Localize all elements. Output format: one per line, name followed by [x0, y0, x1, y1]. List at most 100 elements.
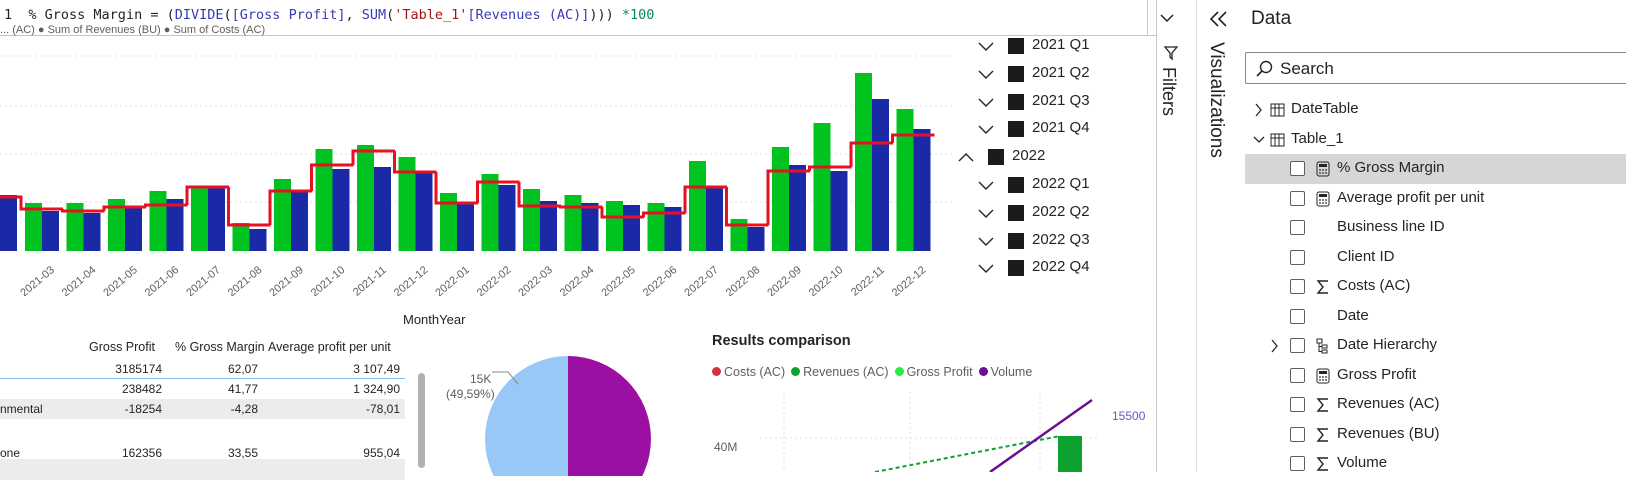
revenue-costs-combo-chart[interactable]: 2021-03 2021-04 2021-05 2021-06 2021-07 2021-…: [0, 36, 960, 296]
dax-formula[interactable]: 1 % Gross Margin = (DIVIDE([Gross Profit…: [4, 7, 655, 23]
field-checkbox[interactable]: [1290, 456, 1305, 471]
bar-revenues-ac[interactable]: [108, 199, 125, 251]
checkbox-filled[interactable]: [1008, 232, 1024, 249]
bar-revenues-bu[interactable]: [540, 201, 557, 251]
slicer-item[interactable]: 2021 Q1: [960, 36, 1120, 62]
double-chevron-left-icon[interactable]: [1207, 8, 1231, 30]
bar-revenues-ac[interactable]: [647, 203, 665, 251]
bar-revenues-bu[interactable]: [249, 229, 267, 251]
checkbox-filled[interactable]: [1008, 65, 1024, 82]
field-item[interactable]: Table_1: [1245, 125, 1626, 155]
field-checkbox[interactable]: [1290, 249, 1305, 265]
date-hierarchy-slicer[interactable]: 2021 Q1 2021 Q2 2021 Q3 2021 Q4 2022 2022 Q1 2…: [957, 36, 1120, 286]
field-item[interactable]: % Gross Margin: [1245, 154, 1626, 184]
checkbox-filled[interactable]: [1008, 38, 1024, 54]
col-header-gross-profit[interactable]: Gross Profit: [89, 340, 155, 354]
pie-slice-b[interactable]: [568, 356, 651, 476]
field-item[interactable]: Gross Profit: [1245, 361, 1626, 391]
field-checkbox[interactable]: [1290, 308, 1305, 324]
bar-revenues-bu[interactable]: [498, 185, 516, 251]
bar-revenues-ac[interactable]: [274, 179, 291, 251]
volume-line[interactable]: [989, 398, 1093, 472]
bar-revenues-bu[interactable]: [830, 171, 848, 251]
bar-revenues-bu[interactable]: [581, 203, 599, 251]
slicer-item[interactable]: 2022 Q3: [960, 231, 1120, 257]
checkbox-filled[interactable]: [1008, 121, 1024, 138]
field-item[interactable]: Date Hierarchy: [1245, 331, 1626, 361]
formula-bar[interactable]: 1 % Gross Margin = (DIVIDE([Gross Profit…: [0, 0, 1186, 36]
bar-revenues-ac[interactable]: [398, 157, 416, 251]
chevron-down-icon[interactable]: [977, 262, 995, 274]
bar-revenues-ac[interactable]: [813, 123, 831, 251]
bar-revenues-ac[interactable]: [232, 223, 250, 251]
bar-revenues-ac[interactable]: [149, 191, 167, 251]
field-item[interactable]: Business line ID: [1245, 213, 1626, 243]
field-checkbox[interactable]: [1290, 220, 1305, 235]
chevron-down-icon[interactable]: [977, 68, 995, 80]
bar-revenues-ac[interactable]: [606, 201, 623, 251]
bar-revenues-bu[interactable]: [83, 213, 101, 251]
bar-revenues-bu[interactable]: [872, 99, 889, 251]
bar-revenues-ac[interactable]: [896, 109, 914, 251]
bar-revenues-bu[interactable]: [0, 195, 17, 251]
bar-revenues-ac[interactable]: [357, 145, 374, 251]
field-item[interactable]: Average profit per unit: [1245, 184, 1626, 214]
legend-item[interactable]: Revenues (AC): [791, 365, 889, 379]
bar-revenues-ac[interactable]: [689, 161, 706, 251]
bar-revenues-ac[interactable]: [66, 203, 84, 251]
chevron-up-icon[interactable]: [957, 151, 975, 163]
field-checkbox[interactable]: [1290, 190, 1305, 206]
pie-slice-a[interactable]: [485, 356, 568, 476]
chevron-down-icon[interactable]: [1253, 133, 1265, 147]
bar-revenues-bu[interactable]: [623, 205, 640, 251]
bar-revenues-bu[interactable]: [166, 199, 184, 251]
slicer-item[interactable]: 2022 Q1: [960, 175, 1120, 201]
chevron-right-icon[interactable]: [1253, 103, 1265, 117]
col-header-gross-margin[interactable]: % Gross Margin: [175, 340, 265, 354]
bar-revenues-bu[interactable]: [747, 227, 765, 251]
filters-pane-collapsed[interactable]: Filters: [1156, 35, 1192, 472]
bar-revenues-bu[interactable]: [125, 207, 142, 251]
chevron-down-icon[interactable]: [977, 179, 995, 191]
pie-chart[interactable]: [430, 356, 670, 476]
results-legend[interactable]: Costs (AC) Revenues (AC) Gross Profit Volum…: [712, 361, 1038, 379]
col-header-avg-profit[interactable]: Average profit per unit: [268, 340, 391, 354]
bar-revenues-ac[interactable]: [481, 174, 499, 251]
field-checkbox[interactable]: [1290, 426, 1305, 442]
checkbox-filled[interactable]: [1008, 260, 1024, 277]
bar-revenues-bu[interactable]: [42, 211, 59, 251]
bar-revenues-bu[interactable]: [208, 187, 225, 251]
revenue-line[interactable]: [874, 435, 1061, 472]
bar-revenues-bu[interactable]: [332, 169, 350, 251]
bar-mark[interactable]: [1058, 436, 1082, 472]
slicer-item[interactable]: 2022 Q2: [960, 203, 1120, 229]
field-checkbox[interactable]: [1290, 397, 1305, 412]
checkbox-filled[interactable]: [988, 149, 1004, 166]
bar-revenues-ac[interactable]: [564, 195, 582, 251]
bar-revenues-ac[interactable]: [191, 187, 208, 251]
bar-revenues-bu[interactable]: [415, 171, 433, 251]
field-checkbox[interactable]: [1290, 279, 1305, 294]
chevron-down-icon[interactable]: [977, 96, 995, 108]
chevron-down-icon[interactable]: [977, 40, 995, 52]
field-item[interactable]: Date: [1245, 302, 1626, 332]
field-item[interactable]: Volume: [1245, 449, 1626, 479]
field-checkbox[interactable]: [1290, 367, 1305, 383]
legend-item[interactable]: Gross Profit: [894, 365, 973, 379]
slicer-item[interactable]: 2022: [957, 147, 1120, 173]
bar-revenues-bu[interactable]: [374, 167, 391, 251]
slicer-item[interactable]: 2021 Q4: [960, 119, 1120, 145]
matrix-table[interactable]: [0, 340, 425, 480]
bar-revenues-bu[interactable]: [457, 203, 474, 251]
field-checkbox[interactable]: [1290, 338, 1305, 353]
field-item[interactable]: Revenues (AC): [1245, 390, 1626, 420]
search-input[interactable]: Search: [1245, 52, 1626, 84]
chevron-down-icon[interactable]: [977, 207, 995, 219]
checkbox-filled[interactable]: [1008, 93, 1024, 110]
bar-revenues-bu[interactable]: [913, 129, 931, 251]
field-checkbox[interactable]: [1290, 161, 1305, 176]
bar-revenues-ac[interactable]: [523, 189, 540, 251]
table-scrollbar[interactable]: [418, 373, 425, 468]
bar-revenues-bu[interactable]: [291, 191, 308, 251]
bar-revenues-ac[interactable]: [25, 203, 42, 251]
